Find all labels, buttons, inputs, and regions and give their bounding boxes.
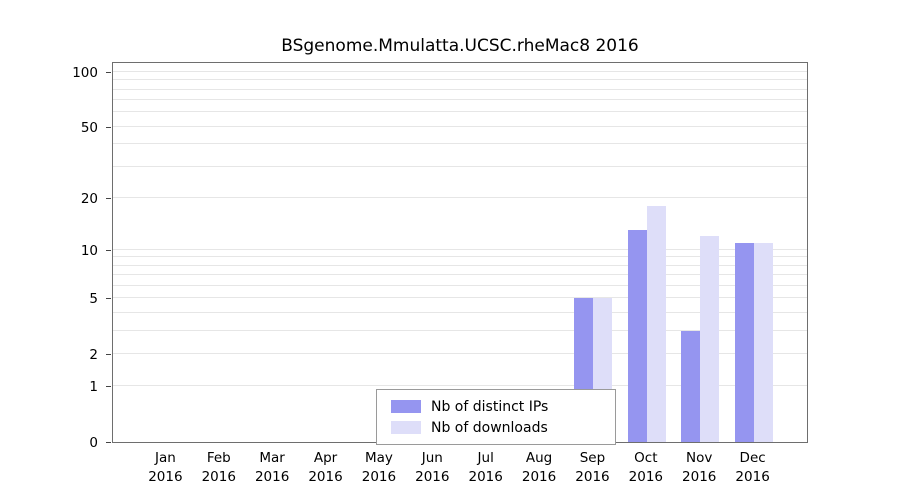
y-tick (106, 249, 111, 251)
gridline (113, 248, 807, 250)
bar-downloads (753, 242, 773, 442)
gridline (113, 256, 807, 258)
legend-item: Nb of distinct IPs (391, 396, 615, 417)
gridline (113, 297, 807, 299)
bar-distinct-ips (627, 230, 647, 442)
y-tick (106, 126, 111, 128)
gridline (113, 165, 807, 167)
x-tick-label: Jan 2016 (148, 450, 183, 485)
legend: Nb of distinct IPs Nb of downloads (376, 389, 616, 445)
x-tick-label: Oct 2016 (628, 450, 664, 485)
y-tick (106, 353, 111, 355)
gridline (113, 71, 807, 72)
legend-swatch-downloads (391, 421, 421, 434)
legend-label: Nb of distinct IPs (431, 398, 549, 415)
gridline (113, 196, 807, 198)
gridline (113, 99, 807, 101)
y-tick-label: 1 (89, 379, 98, 396)
y-tick-label: 50 (80, 119, 98, 136)
y-tick (106, 298, 111, 300)
x-tick-label: Mar 2016 (254, 450, 290, 485)
y-tick (106, 442, 111, 443)
x-tick-label: Jun 2016 (415, 450, 450, 485)
gridline (113, 352, 807, 354)
gridline (113, 311, 807, 313)
gridline (113, 79, 807, 81)
gridline (113, 285, 807, 286)
gridline (113, 385, 807, 387)
gridline (113, 264, 807, 266)
bar-downloads (646, 205, 666, 442)
y-tick (106, 197, 111, 199)
y-tick-label: 100 (72, 65, 98, 81)
y-tick-label: 10 (80, 242, 98, 259)
x-axis: Jan 2016 Feb 2016 Mar 2016 Apr 2016 May 2016 Jun 20… (112, 449, 808, 491)
gridline (113, 329, 807, 331)
bar-distinct-ips (681, 330, 701, 442)
y-tick (106, 72, 111, 73)
legend-item: Nb of downloads (391, 417, 615, 438)
gridline (113, 88, 807, 90)
y-tick-label: 20 (80, 190, 98, 207)
gridline (113, 111, 807, 113)
x-tick-label: Aug 2016 (521, 450, 557, 485)
x-tick-label: Apr 2016 (308, 450, 343, 485)
y-tick-label: 2 (89, 346, 98, 363)
legend-swatch-distinct-ips (391, 400, 421, 413)
y-tick (106, 386, 111, 388)
gridline (113, 125, 807, 127)
y-tick-label: 0 (89, 435, 98, 451)
x-tick-label: Nov 2016 (682, 450, 717, 485)
x-tick-label: Feb 2016 (201, 450, 236, 485)
plot-area: Nb of distinct IPs Nb of downloads (112, 62, 808, 445)
bar-distinct-ips (734, 242, 754, 442)
x-tick-label: Sep 2016 (575, 450, 610, 485)
y-axis: 0 1 2 5 10 20 50 100 (0, 62, 112, 451)
x-tick-label: Jul 2016 (468, 450, 503, 485)
y-tick-label: 5 (89, 291, 98, 308)
gridline (113, 274, 807, 276)
bar-downloads (700, 236, 720, 442)
chart-title: BSgenome.Mmulatta.UCSC.rheMac8 2016 (281, 36, 639, 56)
x-tick-label: Dec 2016 (735, 450, 770, 485)
legend-label: Nb of downloads (431, 419, 548, 436)
gridline (113, 143, 807, 145)
x-tick-label: May 2016 (361, 450, 397, 485)
